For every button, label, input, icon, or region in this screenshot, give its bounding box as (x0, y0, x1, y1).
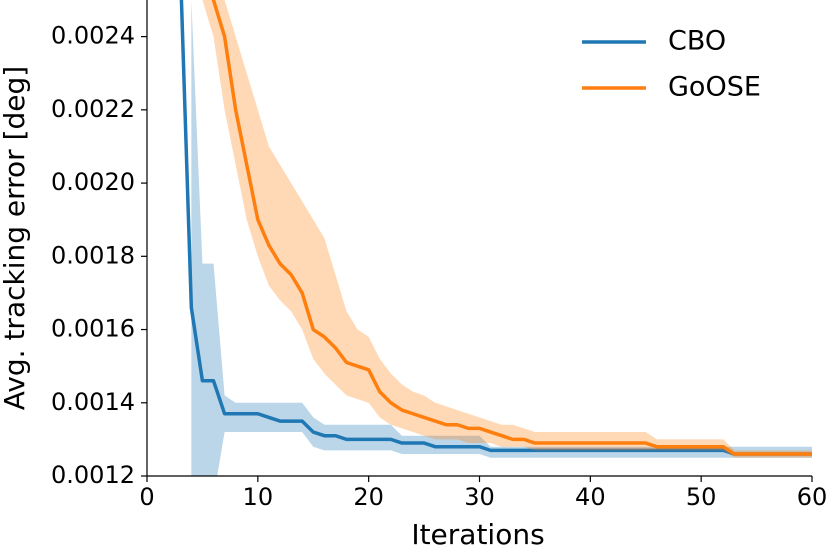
confidence-band (202, 0, 812, 458)
y-tick-label: 0.0018 (51, 241, 135, 269)
x-tick-label: 10 (243, 483, 274, 511)
y-tick-label: 0.0020 (51, 168, 135, 196)
x-tick-label: 60 (797, 483, 828, 511)
x-axis-label: Iterations (411, 518, 544, 551)
x-tick-label: 30 (464, 483, 495, 511)
y-tick-label: 0.0012 (51, 461, 135, 489)
plot-area (179, 0, 812, 476)
line (211, 0, 812, 456)
y-tick-label: 0.0014 (51, 388, 135, 416)
x-tick-label: 20 (353, 483, 384, 511)
x-tick-label: 50 (686, 483, 717, 511)
y-tick-label: 0.0024 (51, 22, 135, 50)
x-tick-label: 0 (139, 483, 154, 511)
line (179, 0, 812, 456)
legend-label: GoOSE (668, 72, 761, 103)
y-tick-label: 0.0016 (51, 315, 135, 343)
y-tick-label: 0.0022 (51, 95, 135, 123)
confidence-band (191, 0, 812, 476)
y-axis-label: Avg. tracking error [deg] (0, 66, 31, 410)
x-tick-label: 40 (575, 483, 606, 511)
legend-label: CBO (668, 26, 726, 57)
